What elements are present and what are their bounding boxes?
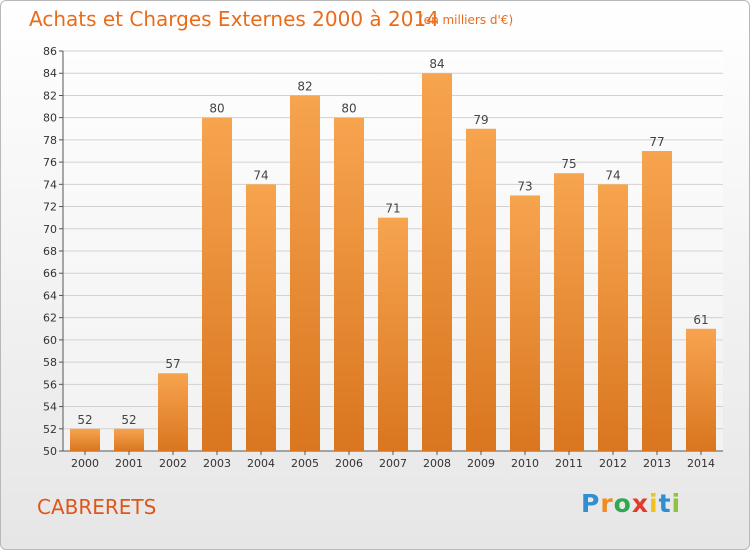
x-tick-label: 2000 — [71, 457, 99, 470]
y-tick-label: 56 — [43, 378, 57, 391]
y-tick-label: 64 — [43, 289, 57, 302]
logo-letter: x — [631, 489, 649, 518]
bar — [378, 217, 408, 451]
y-tick-label: 50 — [43, 445, 57, 458]
x-tick-label: 2008 — [423, 457, 451, 470]
bar — [114, 428, 144, 451]
y-tick-label: 76 — [43, 156, 57, 169]
logo-letter: t — [658, 489, 672, 518]
bar — [334, 117, 364, 452]
bar — [686, 328, 716, 451]
data-label: 61 — [693, 313, 708, 327]
y-tick-label: 86 — [43, 45, 57, 58]
y-tick-label: 80 — [43, 112, 57, 125]
bar — [422, 73, 452, 451]
data-label: 75 — [561, 157, 576, 171]
bar — [466, 128, 496, 451]
data-label: 79 — [473, 113, 488, 127]
data-label: 74 — [605, 168, 620, 182]
data-label: 57 — [165, 357, 180, 371]
x-tick-label: 2003 — [203, 457, 231, 470]
y-tick-label: 68 — [43, 245, 57, 258]
y-tick-label: 74 — [43, 178, 57, 191]
data-label: 52 — [77, 413, 92, 427]
logo-letter: i — [671, 489, 682, 518]
y-tick-label: 82 — [43, 89, 57, 102]
data-label: 80 — [341, 102, 356, 116]
y-tick-label: 70 — [43, 223, 57, 236]
y-tick-label: 54 — [43, 401, 57, 414]
logo-letter: r — [600, 489, 614, 518]
data-label: 84 — [429, 57, 444, 71]
bar — [510, 195, 540, 451]
place-name: CABRERETS — [37, 495, 157, 519]
x-tick-label: 2012 — [599, 457, 627, 470]
chart-subtitle: (en milliers d'€) — [419, 13, 514, 27]
data-label: 52 — [121, 413, 136, 427]
bar — [642, 151, 672, 451]
y-tick-label: 78 — [43, 134, 57, 147]
data-label: 71 — [385, 202, 400, 216]
x-tick-label: 2011 — [555, 457, 583, 470]
bar — [158, 373, 188, 451]
x-tick-label: 2010 — [511, 457, 539, 470]
bar — [246, 184, 276, 452]
y-tick-label: 52 — [43, 423, 57, 436]
y-tick-label: 58 — [43, 356, 57, 369]
x-tick-label: 2013 — [643, 457, 671, 470]
y-tick-label: 84 — [43, 67, 57, 80]
y-tick-label: 62 — [43, 312, 57, 325]
y-tick-label: 66 — [43, 267, 57, 280]
x-tick-label: 2007 — [379, 457, 407, 470]
bar — [290, 95, 320, 451]
x-tick-label: 2006 — [335, 457, 363, 470]
y-tick-label: 60 — [43, 334, 57, 347]
bar — [70, 428, 100, 451]
proxiti-logo: Proxiti — [581, 489, 681, 518]
x-tick-label: 2004 — [247, 457, 275, 470]
data-label: 74 — [253, 168, 268, 182]
logo-letter: P — [581, 489, 601, 518]
data-label: 82 — [297, 79, 312, 93]
x-tick-label: 2014 — [687, 457, 715, 470]
logo-letter: o — [613, 489, 632, 518]
bar — [598, 184, 628, 452]
chart-title: Achats et Charges Externes 2000 à 2014 — [29, 7, 439, 31]
x-tick-label: 2001 — [115, 457, 143, 470]
data-label: 77 — [649, 135, 664, 149]
logo-letter: i — [649, 489, 659, 518]
x-tick-label: 2005 — [291, 457, 319, 470]
x-tick-label: 2009 — [467, 457, 495, 470]
x-tick-label: 2002 — [159, 457, 187, 470]
data-label: 80 — [209, 102, 224, 116]
bar — [202, 117, 232, 452]
data-label: 73 — [517, 179, 532, 193]
y-tick-label: 72 — [43, 201, 57, 214]
bar — [554, 173, 584, 451]
